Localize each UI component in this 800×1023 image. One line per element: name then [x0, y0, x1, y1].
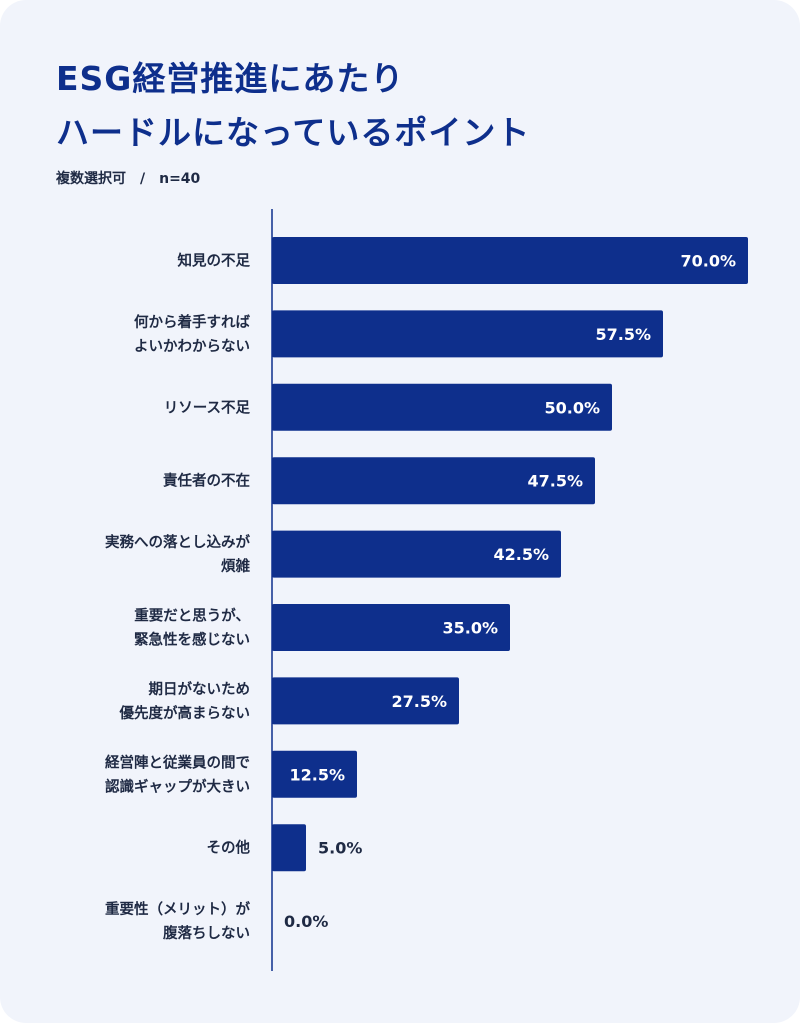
value-label-1: 57.5%: [595, 325, 651, 344]
category-label-7-line-1: 認識ギャップが大きい: [105, 777, 250, 795]
value-label-2: 50.0%: [544, 398, 600, 417]
value-label-4: 42.5%: [493, 545, 549, 564]
value-label-7: 12.5%: [289, 765, 345, 784]
bar-3: [272, 457, 595, 505]
category-label-3-line-0: 責任者の不在: [163, 472, 250, 490]
category-label-9-line-0: 重要性（メリット）が: [105, 900, 250, 918]
chart-subtitle: 複数選択可 / n=40: [56, 171, 201, 187]
category-label-0-line-0: 知見の不足: [178, 252, 251, 270]
category-label-6-line-1: 優先度が高まらない: [119, 704, 251, 722]
bar-8: [272, 824, 306, 872]
category-label-8-line-0: その他: [207, 839, 251, 857]
category-label-1-line-0: 何から着手すれば: [134, 313, 250, 331]
bar-7: [272, 750, 357, 798]
bar-5: [272, 604, 510, 651]
chart-title-line-1: ESG経営推進にあたり: [56, 59, 405, 98]
value-label-9: 0.0%: [284, 912, 328, 931]
value-label-8: 5.0%: [318, 839, 362, 858]
value-label-5: 35.0%: [442, 619, 498, 638]
category-label-4-line-0: 実務への落とし込みが: [105, 533, 250, 551]
category-label-5-line-1: 緊急性を感じない: [134, 631, 250, 649]
category-label-7-line-0: 経営陣と従業員の間で: [105, 753, 250, 771]
chart-title-line-2: ハードルになっているポイント: [56, 113, 531, 152]
value-label-3: 47.5%: [527, 472, 583, 491]
category-label-4-line-1: 煩雑: [221, 557, 250, 575]
category-label-6-line-0: 期日がないため: [149, 680, 251, 698]
bar-0: [272, 237, 748, 284]
category-label-2-line-0: リソース不足: [164, 399, 251, 416]
category-label-1-line-1: よいかわからない: [134, 338, 250, 355]
category-label-5-line-0: 重要だと思うが、: [134, 607, 250, 625]
value-label-0: 70.0%: [680, 252, 736, 271]
bar-1: [272, 310, 663, 358]
value-label-6: 27.5%: [391, 692, 447, 711]
chart-title: ESG経営推進にあたり ハードルになっているポイント: [56, 52, 530, 160]
bar-2: [272, 383, 612, 431]
bar-6: [272, 677, 459, 725]
bar-4: [272, 530, 561, 578]
category-label-9-line-1: 腹落ちしない: [163, 924, 250, 942]
